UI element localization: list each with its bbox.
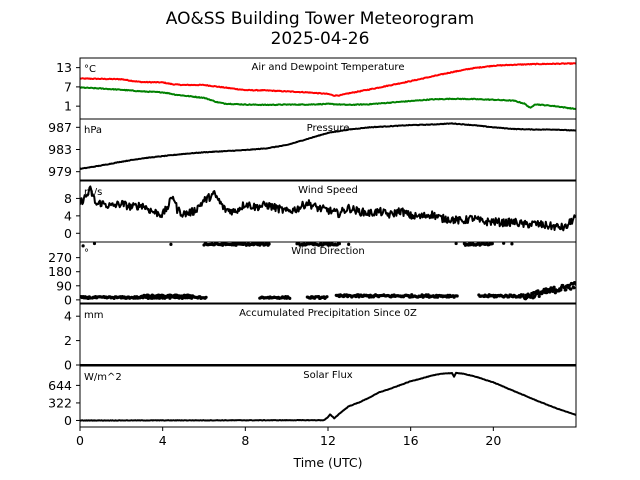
plot-area: [80, 242, 576, 301]
y-tick-label: 0: [64, 292, 72, 307]
series-line: [80, 371, 576, 422]
panel-title: Pressure: [307, 123, 350, 134]
data-point: [537, 294, 541, 298]
data-point: [559, 288, 563, 292]
y-tick-label: 0: [64, 226, 72, 241]
y-tick-label: 987: [48, 120, 72, 135]
unit-label: hPa: [84, 125, 102, 136]
y-tick-label: 644: [48, 378, 72, 393]
data-point: [81, 244, 85, 248]
x-tick-label: 16: [403, 433, 419, 448]
y-tick-label: 7: [64, 79, 72, 94]
panel-1: 13 7 1 °C Air and Dewpoint Temperature: [56, 57, 577, 120]
data-point: [510, 242, 514, 246]
data-point: [455, 294, 459, 298]
panel-6: 644 322 0 W/m^2 Solar Flux: [48, 365, 577, 428]
chart-title: AO&SS Building Tower Meteorogram: [166, 9, 474, 29]
y-tick-label: 180: [48, 264, 72, 279]
data-point: [92, 242, 97, 246]
unit-label: mm: [84, 310, 103, 321]
panel-2: 987 983 979 hPa Pressure: [48, 118, 577, 181]
data-point: [337, 242, 341, 246]
data-point: [569, 287, 573, 291]
data-point: [325, 295, 329, 299]
y-tick-label: 2: [64, 333, 72, 348]
panel-title: Solar Flux: [303, 370, 353, 381]
panel-title: Accumulated Precipitation Since 0Z: [239, 308, 417, 319]
y-tick-label: 979: [48, 164, 72, 179]
data-point: [305, 242, 309, 245]
data-point: [552, 285, 556, 289]
y-tick-label: 90: [56, 278, 72, 293]
y-tick-label: 0: [64, 413, 72, 428]
series-line: [80, 185, 576, 232]
data-point: [502, 242, 506, 245]
panel-3: 8 4 0 m/s Wind Speed: [64, 180, 577, 243]
data-point: [521, 293, 525, 297]
data-point: [454, 242, 458, 246]
panel-title: Wind Speed: [298, 185, 358, 196]
x-axis-label: Time (UTC): [292, 455, 362, 470]
data-point: [204, 295, 208, 299]
data-point: [490, 242, 494, 246]
data-point: [347, 242, 351, 246]
unit-label: m/s: [84, 187, 102, 198]
plot-area: [80, 62, 576, 111]
unit-label: °C: [84, 64, 96, 75]
series-line: [80, 86, 576, 111]
data-point: [564, 288, 568, 292]
y-tick-label: 8: [64, 191, 72, 206]
y-tick-label: 13: [56, 60, 72, 75]
series-points: [80, 242, 576, 301]
panel-frame: [79, 241, 577, 304]
x-tick-label: 20: [485, 433, 501, 448]
data-point: [169, 242, 173, 246]
y-tick-label: 0: [64, 358, 72, 373]
panel-title: Wind Direction: [291, 246, 365, 257]
data-point: [192, 295, 196, 299]
series-line: [80, 122, 576, 170]
data-point: [288, 296, 292, 300]
x-tick-label: 0: [76, 433, 84, 448]
y-tick-label: 322: [48, 395, 72, 410]
x-tick-label: 12: [320, 433, 336, 448]
y-tick-label: 983: [48, 142, 72, 157]
y-tick-label: 4: [64, 309, 72, 324]
unit-label: °: [84, 248, 89, 259]
plot-area: [80, 185, 576, 232]
chart-subtitle: 2025-04-26: [271, 29, 370, 49]
plot-area: [80, 371, 576, 422]
x-axis: 0 4 8 12 16 20: [76, 427, 501, 448]
panels: 13 7 1 °C Air and Dewpoint Temperature 987 983…: [48, 57, 577, 428]
panel-5: 4 2 0 mm Accumulated Precipitation Since 0Z: [64, 303, 577, 373]
y-tick-label: 4: [64, 208, 72, 223]
y-tick-label: 270: [48, 250, 72, 265]
unit-label: W/m^2: [84, 372, 122, 383]
panel-frame: [79, 303, 577, 366]
plot-area: [80, 122, 576, 170]
data-point: [572, 286, 576, 290]
series-line: [80, 62, 576, 97]
y-tick-label: 1: [64, 99, 72, 114]
x-tick-label: 8: [241, 433, 249, 448]
data-point: [267, 242, 271, 246]
x-tick-label: 4: [159, 433, 167, 448]
panel-title: Air and Dewpoint Temperature: [252, 62, 405, 73]
